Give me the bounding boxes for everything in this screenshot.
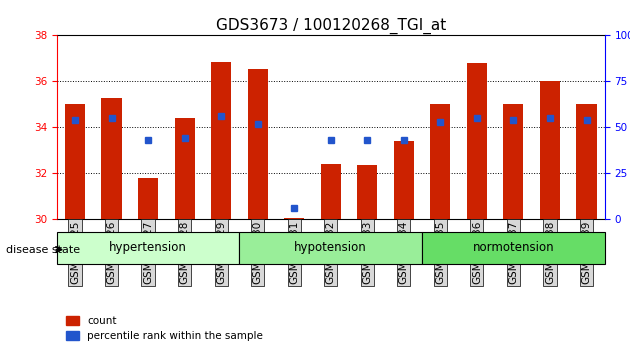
Text: disease state: disease state [6, 245, 81, 255]
Bar [430, 104, 450, 219]
FancyBboxPatch shape [422, 232, 605, 264]
Bar [357, 165, 377, 219]
Bar [175, 118, 195, 219]
Text: hypertension: hypertension [109, 241, 187, 253]
Bar [394, 141, 414, 219]
FancyBboxPatch shape [57, 232, 239, 264]
Bar [503, 104, 524, 219]
Title: GDS3673 / 100120268_TGI_at: GDS3673 / 100120268_TGI_at [215, 18, 446, 34]
Bar [284, 218, 304, 219]
Text: hypotension: hypotension [294, 241, 367, 253]
Bar [576, 104, 597, 219]
Legend: count, percentile rank within the sample: count, percentile rank within the sample [62, 312, 267, 345]
Bar [467, 63, 487, 219]
FancyBboxPatch shape [239, 232, 422, 264]
Bar [65, 104, 85, 219]
Bar [248, 69, 268, 219]
Bar [138, 178, 158, 219]
Text: normotension: normotension [472, 241, 554, 253]
Bar [321, 164, 341, 219]
Bar [101, 98, 122, 219]
Bar [540, 81, 560, 219]
Bar [211, 62, 231, 219]
